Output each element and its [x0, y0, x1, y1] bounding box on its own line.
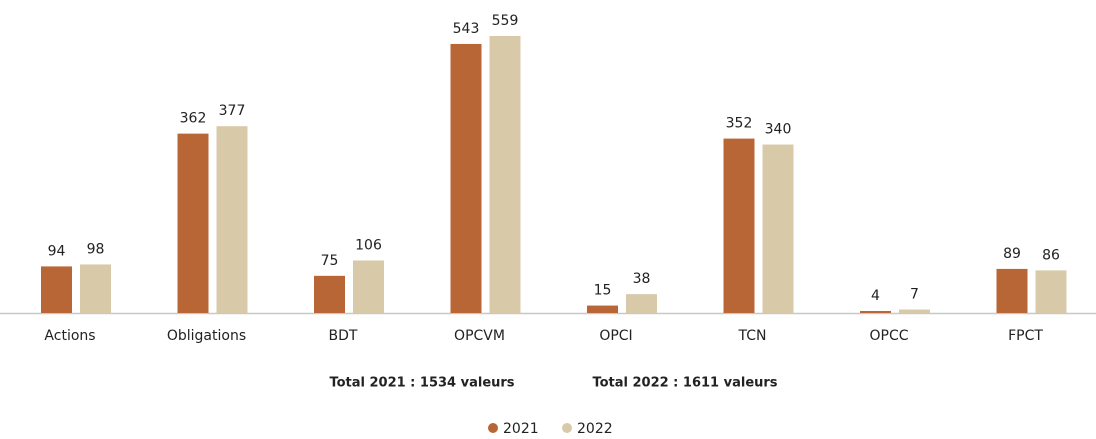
x-tick-label: Obligations — [167, 328, 246, 344]
bar — [80, 264, 111, 313]
legend-label: 2021 — [503, 421, 539, 437]
bar — [216, 126, 248, 313]
x-tick-label: BDT — [329, 328, 358, 344]
bar — [723, 138, 755, 313]
legend-swatch — [562, 423, 572, 433]
x-tick-label: OPCI — [599, 328, 632, 344]
data-label: 7 — [910, 287, 919, 303]
legend-label: 2022 — [577, 421, 613, 437]
annotation: Total 2022 : 1611 valeurs — [592, 376, 777, 391]
x-tick-label: OPCVM — [454, 328, 505, 344]
data-label: 4 — [871, 288, 880, 304]
bar — [1035, 270, 1067, 313]
data-label: 106 — [355, 237, 382, 253]
bar — [353, 260, 384, 313]
bar — [996, 268, 1028, 313]
x-tick-label: FPCT — [1008, 328, 1043, 344]
data-label: 559 — [492, 13, 519, 29]
bar — [489, 36, 521, 313]
bar — [177, 133, 209, 313]
bar — [860, 311, 891, 313]
data-label: 377 — [219, 103, 246, 119]
bar — [899, 309, 930, 313]
legend-swatch — [488, 423, 498, 433]
bar — [450, 43, 482, 313]
data-label: 98 — [87, 241, 105, 257]
data-label: 94 — [48, 243, 66, 259]
annotation: Total 2021 : 1534 valeurs — [329, 376, 514, 391]
bar — [314, 275, 345, 313]
data-label: 543 — [453, 21, 480, 37]
x-tick-label: OPCC — [869, 328, 908, 344]
data-label: 340 — [765, 122, 792, 138]
x-tick-label: TCN — [738, 328, 767, 344]
bar — [587, 305, 618, 313]
x-tick-label: Actions — [44, 328, 95, 344]
data-label: 15 — [594, 283, 612, 299]
data-label: 38 — [633, 271, 651, 287]
data-label: 86 — [1042, 247, 1060, 263]
bar — [762, 144, 794, 313]
data-label: 362 — [180, 111, 207, 127]
data-label: 75 — [321, 253, 339, 269]
bar — [41, 266, 72, 313]
data-label: 89 — [1003, 246, 1021, 262]
data-label: 352 — [726, 116, 753, 132]
bar — [626, 294, 657, 313]
